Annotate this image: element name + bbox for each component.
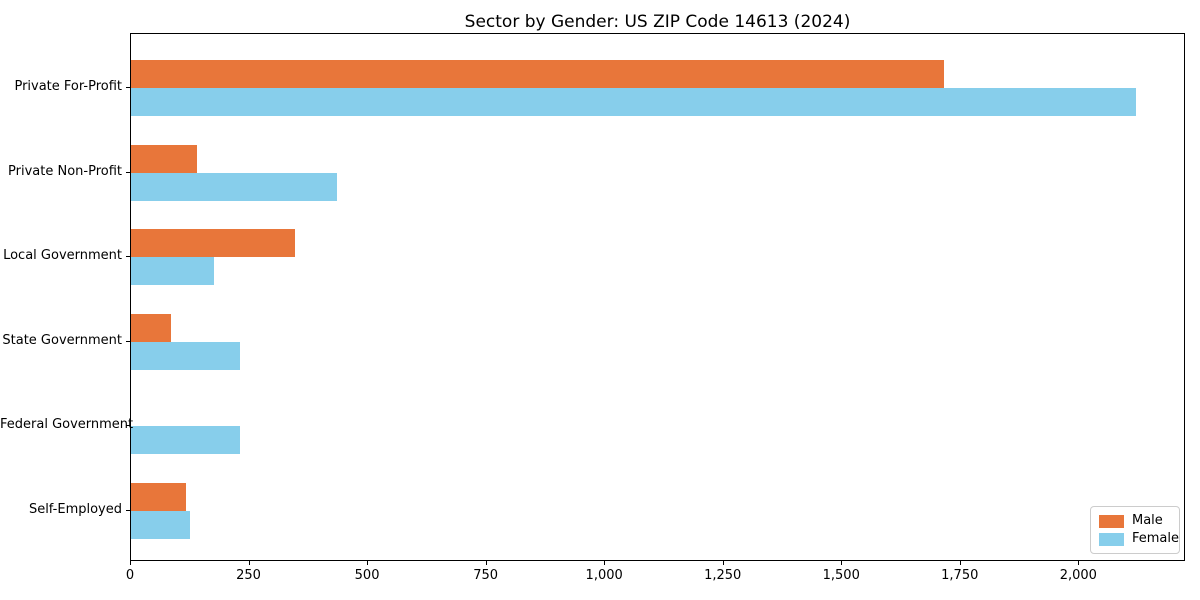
x-tick-mark	[248, 561, 250, 565]
plot-area	[130, 33, 1185, 561]
male-legend-swatch	[1099, 514, 1124, 528]
x-tick-mark	[130, 561, 131, 565]
bar-female-self-employed	[131, 510, 191, 539]
legend-entry-male: Male	[1099, 514, 1171, 528]
bar-female-private-for-profit	[131, 88, 1137, 116]
x-tick-label: 2,000	[1059, 568, 1097, 583]
bar-male-state-government	[131, 313, 172, 342]
x-tick-label: 1,000	[585, 568, 623, 583]
x-tick-mark	[1078, 561, 1080, 565]
female-legend-swatch	[1099, 532, 1124, 546]
y-tick-mark	[126, 256, 130, 257]
bar-female-local-government	[131, 257, 214, 285]
bar-female-state-government	[131, 341, 241, 370]
bar-female-federal-government	[131, 426, 241, 454]
x-tick-label: 750	[473, 568, 499, 583]
x-tick-label: 1,750	[941, 568, 979, 583]
y-tick-mark	[126, 171, 130, 173]
y-tick-mark	[126, 87, 130, 88]
x-tick-mark	[485, 561, 487, 565]
x-tick-mark	[367, 561, 369, 565]
bar-female-private-non-profit	[131, 172, 338, 201]
bar-male-local-government	[131, 229, 295, 257]
y-tick-mark	[126, 340, 130, 342]
x-tick-mark	[959, 561, 961, 565]
x-tick-label: 1,500	[822, 568, 860, 583]
x-tick-label: 1,250	[704, 568, 742, 583]
y-tick-label: Federal Government	[0, 417, 134, 432]
legend-entry-female: Female	[1099, 532, 1179, 546]
y-tick-mark	[126, 425, 130, 426]
y-tick-label: Private Non-Profit	[8, 163, 122, 179]
y-tick-label: Private For-Profit	[14, 79, 122, 94]
bar-male-self-employed	[131, 482, 186, 511]
x-tick-mark	[722, 561, 724, 565]
bar-male-private-for-profit	[131, 60, 945, 88]
x-tick-mark	[604, 561, 606, 565]
x-tick-label: 250	[236, 568, 261, 583]
x-tick-label: 500	[354, 568, 380, 583]
y-tick-mark	[126, 509, 130, 511]
y-tick-label: Local Government	[3, 248, 122, 263]
y-tick-label: Self-Employed	[28, 501, 122, 517]
female-legend-label: Female	[1132, 531, 1180, 546]
x-tick-label: 0	[125, 568, 135, 583]
x-tick-mark	[841, 561, 843, 565]
bar-male-private-non-profit	[131, 144, 198, 173]
male-legend-label: Male	[1132, 513, 1163, 528]
y-tick-label: State Government	[2, 332, 122, 348]
legend: Male Female	[1090, 506, 1180, 554]
chart-title: Sector by Gender: US ZIP Code 14613 (202…	[464, 12, 851, 32]
